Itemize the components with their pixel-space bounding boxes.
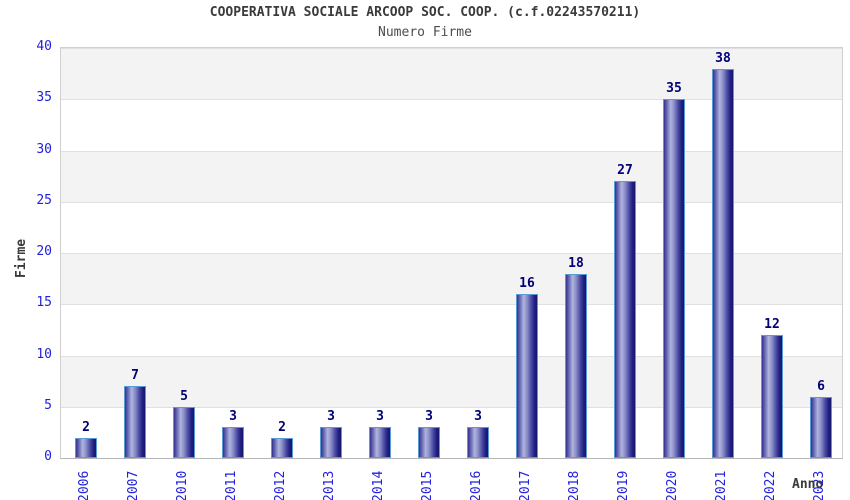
x-tick-label: 2016 — [469, 470, 484, 500]
bar-value-label: 16 — [519, 276, 535, 291]
y-axis-title: Firme — [14, 238, 29, 278]
bar-value-label: 2 — [82, 419, 90, 435]
bar — [418, 427, 440, 458]
y-tick-label: 30 — [36, 141, 52, 157]
gridline — [61, 355, 842, 357]
y-tick-label: 20 — [36, 244, 52, 259]
y-tick-label: 0 — [44, 449, 52, 464]
plot-area: 2 7 5 3 2 3 3 3 3 16 18 27 35 38 12 6 — [60, 47, 843, 459]
bar-value-label: 3 — [229, 409, 237, 425]
gridline — [61, 304, 842, 306]
bar-value-label: 3 — [425, 409, 433, 425]
gridline — [61, 253, 842, 254]
bar — [712, 68, 734, 458]
gridline — [61, 150, 842, 152]
y-tick-label: 40 — [36, 39, 52, 54]
gridline — [61, 201, 842, 203]
bar — [124, 386, 146, 458]
y-tick-label: 10 — [36, 346, 52, 362]
x-tick-label: 2013 — [322, 470, 337, 500]
bar-value-label: 18 — [568, 255, 584, 271]
x-tick-label: 2020 — [665, 470, 680, 500]
bar — [320, 427, 342, 458]
bar-value-label: 3 — [327, 409, 335, 425]
x-tick-label: 2010 — [175, 470, 190, 500]
bar — [663, 99, 685, 458]
bar — [271, 437, 293, 458]
bar — [516, 294, 538, 458]
bar — [222, 427, 244, 458]
x-tick-label: 2015 — [420, 470, 435, 500]
y-tick-label: 15 — [36, 295, 52, 311]
gridline — [61, 48, 842, 49]
bar — [75, 437, 97, 458]
gridline — [61, 99, 842, 101]
x-tick-label: 2007 — [126, 470, 141, 500]
x-tick-label: 2006 — [77, 470, 92, 500]
plot-band — [61, 355, 842, 407]
bar-value-label: 5 — [180, 388, 188, 404]
chart-subtitle: Numero Firme — [378, 25, 472, 40]
x-tick-label: 2018 — [567, 470, 582, 500]
x-axis-title: Anno — [792, 477, 824, 492]
bar — [173, 406, 195, 458]
bar-value-label: 2 — [278, 419, 286, 435]
plot-band — [61, 150, 842, 202]
plot-band — [61, 48, 842, 100]
bar — [565, 273, 587, 458]
gridline — [61, 406, 842, 408]
bar-value-label: 35 — [666, 81, 682, 97]
bar — [467, 427, 489, 458]
bar-value-label: 38 — [715, 50, 731, 66]
x-tick-label: 2022 — [763, 470, 778, 500]
bar-value-label: 3 — [474, 409, 482, 425]
bar-value-label: 7 — [131, 368, 139, 384]
x-tick-label: 2011 — [224, 470, 239, 500]
x-tick-label: 2019 — [616, 470, 631, 500]
bar-value-label: 6 — [817, 378, 825, 394]
bar — [810, 396, 832, 458]
x-tick-label: 2012 — [273, 470, 288, 500]
y-tick-label: 5 — [44, 397, 52, 413]
bar-value-label: 3 — [376, 409, 384, 425]
bar — [761, 335, 783, 458]
bar — [614, 181, 636, 458]
x-tick-label: 2017 — [518, 470, 533, 500]
x-tick-label: 2014 — [371, 470, 386, 500]
chart-title: COOPERATIVA SOCIALE ARCOOP SOC. COOP. (c… — [209, 5, 641, 20]
plot-band — [61, 253, 842, 305]
y-tick-label: 35 — [36, 90, 52, 106]
y-tick-label: 25 — [36, 192, 52, 208]
bar — [369, 427, 391, 458]
x-tick-label: 2021 — [714, 470, 729, 500]
bar-value-label: 27 — [617, 163, 633, 179]
bar-value-label: 12 — [764, 317, 780, 332]
